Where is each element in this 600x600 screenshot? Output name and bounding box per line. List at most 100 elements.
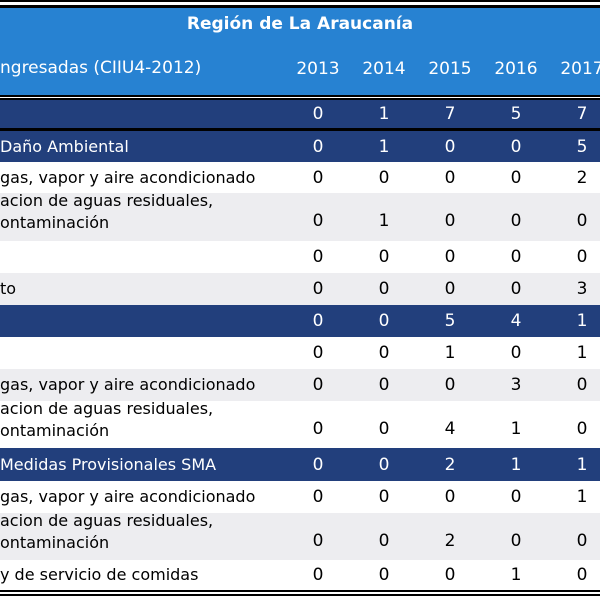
cell-value: 0 <box>378 487 390 507</box>
cell-value: 0 <box>444 487 456 507</box>
cell-value: 0 <box>378 375 390 395</box>
cell-value: 0 <box>510 530 522 551</box>
row-label: acion de aguas residuales, ontaminación <box>0 510 213 554</box>
cell-value: 3 <box>510 375 522 395</box>
table-row: gas, vapor y aire acondicionado 0 0 0 3 0 <box>0 369 600 401</box>
row-label-line: Medidas Provisionales SMA <box>0 454 217 474</box>
row-label-line: gas, vapor y aire acondicionado <box>0 487 256 506</box>
column-header-category: ngresadas (CIIU4-2012) <box>0 58 202 78</box>
cell-value: 4 <box>510 311 522 331</box>
table-row: acion de aguas residuales, ontaminación 0 0… <box>0 510 600 560</box>
cell-value: 0 <box>312 454 324 475</box>
cell-value: 0 <box>576 211 588 231</box>
cell-value: 5 <box>576 136 588 157</box>
cell-value: 7 <box>444 104 456 124</box>
column-header-year: 2014 <box>362 59 406 79</box>
cell-value: 1 <box>576 311 588 331</box>
table-row: y de servicio de comidas 0 0 0 1 0 <box>0 560 600 590</box>
cell-value: 5 <box>444 311 456 331</box>
cell-value: 0 <box>378 565 390 585</box>
region-title: Región de La Araucanía <box>186 14 414 34</box>
cell-value: 0 <box>312 311 324 331</box>
row-label: y de servicio de comidas <box>0 564 198 586</box>
row-label-line: gas, vapor y aire acondicionado <box>0 375 256 394</box>
cell-value: 0 <box>444 136 456 157</box>
cell-value: 0 <box>576 247 588 267</box>
table-row: gas, vapor y aire acondicionado 0 0 0 0 1 <box>0 481 600 513</box>
cell-value: 1 <box>510 565 522 585</box>
cell-value: 0 <box>444 279 456 299</box>
cell-value: 0 <box>378 279 390 299</box>
cell-value: 0 <box>312 530 324 551</box>
row-label-line: Daño Ambiental <box>0 136 129 156</box>
column-header-year: 2013 <box>296 59 340 79</box>
cell-value: 0 <box>444 375 456 395</box>
cell-value: 1 <box>378 104 390 124</box>
cell-value: 0 <box>576 565 588 585</box>
row-label: to <box>0 278 16 300</box>
row-label-line: to <box>0 279 17 298</box>
cell-value: 0 <box>312 136 324 157</box>
table-row: gas, vapor y aire acondicionado 0 0 0 0 2 <box>0 162 600 193</box>
cell-value: 0 <box>510 247 522 267</box>
cell-value: 0 <box>378 311 390 331</box>
table-group-row: Daño Ambiental 0 1 0 0 5 <box>0 131 600 163</box>
cell-value: 0 <box>378 343 390 363</box>
cell-value: 0 <box>444 167 456 188</box>
column-header-year: 2017 <box>560 59 600 79</box>
column-header-year: 2016 <box>494 59 538 79</box>
cell-value: 2 <box>444 454 456 475</box>
cell-value: 1 <box>444 343 456 363</box>
table-group-row: 0 0 5 4 1 <box>0 305 600 338</box>
table-row: 0 0 0 0 0 <box>0 241 600 273</box>
row-label: Medidas Provisionales SMA <box>0 454 216 476</box>
cell-value: 1 <box>510 454 522 475</box>
cell-value: 0 <box>312 487 324 507</box>
column-header-year: 2015 <box>428 59 472 79</box>
cell-value: 0 <box>312 565 324 585</box>
cell-value: 4 <box>444 418 456 439</box>
row-label: Daño Ambiental <box>0 136 129 158</box>
cell-value: 0 <box>312 247 324 267</box>
cell-value: 0 <box>576 375 588 395</box>
cell-value: 0 <box>444 211 456 231</box>
cell-value: 0 <box>378 530 390 551</box>
cell-value: 0 <box>312 375 324 395</box>
cell-value: 0 <box>378 454 390 475</box>
row-label: acion de aguas residuales, ontaminación <box>0 190 213 234</box>
row-label: gas, vapor y aire acondicionado <box>0 374 255 396</box>
cell-value: 0 <box>510 279 522 299</box>
cell-value: 0 <box>312 211 324 231</box>
cell-value: 1 <box>576 454 588 475</box>
row-label-line: y de servicio de comidas <box>0 565 199 584</box>
row-label-line: acion de aguas residuales, <box>0 399 214 418</box>
cell-value: 1 <box>576 487 588 507</box>
cell-value: 0 <box>510 136 522 157</box>
table-row: acion de aguas residuales, ontaminación 0 1… <box>0 190 600 241</box>
cell-value: 0 <box>312 167 324 188</box>
cell-value: 0 <box>312 418 324 439</box>
cell-value: 0 <box>444 247 456 267</box>
table-top-border <box>0 0 600 8</box>
cell-value: 0 <box>510 487 522 507</box>
cell-value: 2 <box>444 530 456 551</box>
row-label: acion de aguas residuales, ontaminación <box>0 398 213 442</box>
cell-value: 0 <box>510 343 522 363</box>
cell-value: 1 <box>378 136 390 157</box>
header-divider <box>0 95 600 100</box>
table-row: to 0 0 0 0 3 <box>0 273 600 305</box>
cell-value: 1 <box>378 211 390 231</box>
cell-value: 2 <box>576 167 588 188</box>
table-row: 0 0 1 0 1 <box>0 337 600 369</box>
cell-value: 0 <box>378 167 390 188</box>
row-label-line: gas, vapor y aire acondicionado <box>0 167 256 187</box>
cell-value: 0 <box>576 418 588 439</box>
table-group-row: Medidas Provisionales SMA 0 0 2 1 1 <box>0 448 600 482</box>
table-row: acion de aguas residuales, ontaminación 0 0… <box>0 398 600 448</box>
cell-value: 0 <box>576 530 588 551</box>
row-label: gas, vapor y aire acondicionado <box>0 167 255 189</box>
cell-value: 7 <box>576 104 588 124</box>
table-bottom-border <box>0 590 600 596</box>
cell-value: 1 <box>576 343 588 363</box>
cell-value: 1 <box>510 418 522 439</box>
